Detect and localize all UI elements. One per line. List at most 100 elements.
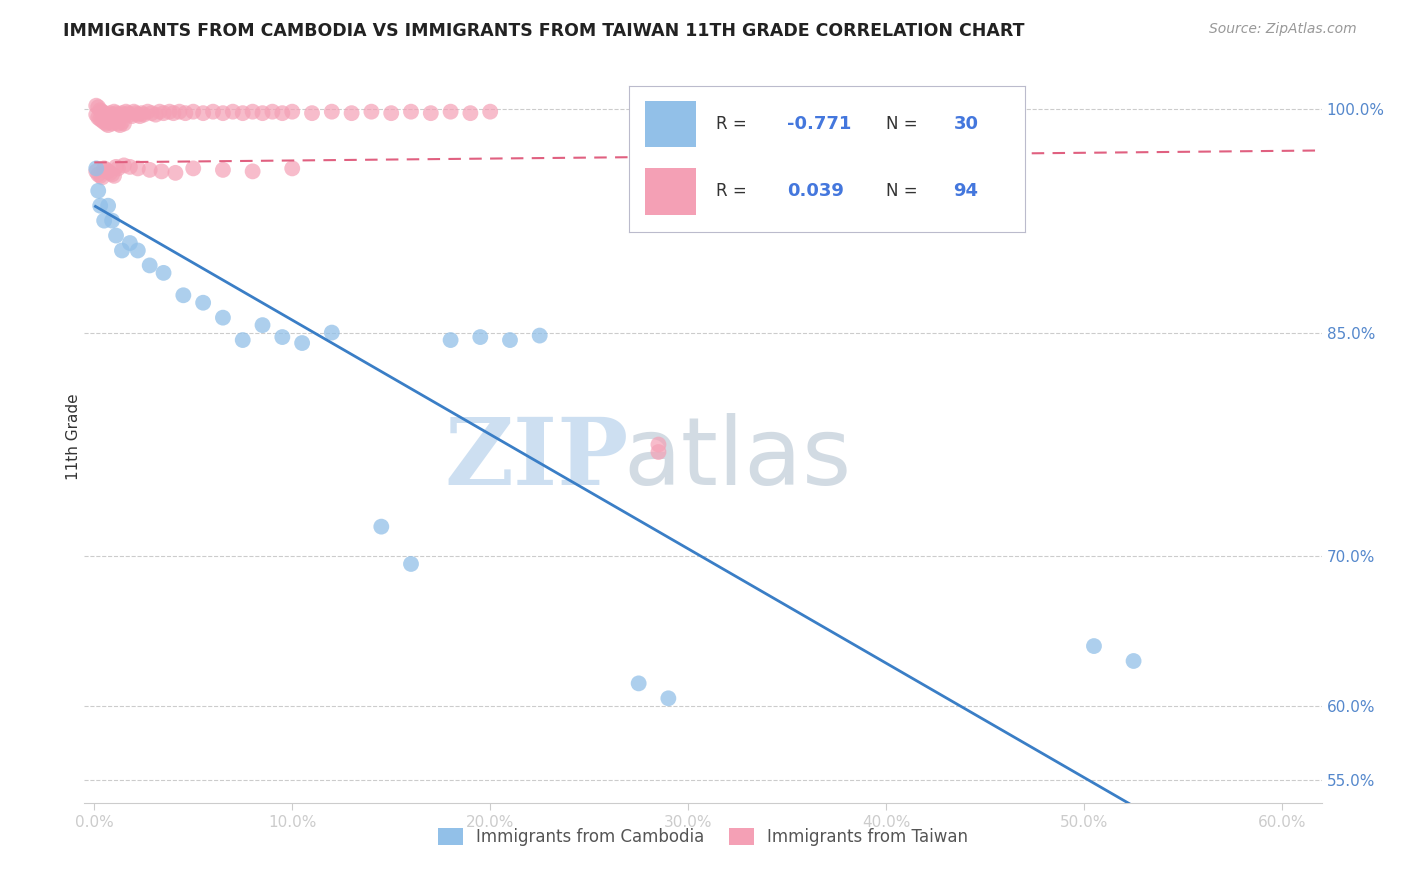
Text: atlas: atlas bbox=[623, 413, 852, 505]
Point bbox=[181, 161, 204, 176]
Point bbox=[101, 213, 124, 227]
Point bbox=[125, 106, 148, 120]
Point bbox=[132, 108, 155, 122]
Point bbox=[111, 115, 134, 129]
Point bbox=[103, 169, 125, 183]
Point bbox=[169, 104, 191, 119]
Point bbox=[232, 333, 254, 347]
Text: Source: ZipAtlas.com: Source: ZipAtlas.com bbox=[1209, 22, 1357, 37]
Point bbox=[94, 108, 117, 122]
Point bbox=[101, 117, 124, 131]
Point bbox=[117, 106, 139, 120]
Point bbox=[93, 106, 115, 120]
Point bbox=[91, 104, 114, 119]
Point bbox=[97, 164, 120, 178]
Point bbox=[105, 160, 128, 174]
Point bbox=[87, 167, 110, 181]
Point bbox=[242, 104, 264, 119]
Point bbox=[121, 109, 143, 123]
Point bbox=[136, 104, 159, 119]
Point bbox=[118, 108, 141, 122]
Point bbox=[165, 166, 187, 180]
Point bbox=[252, 106, 274, 120]
Point bbox=[340, 106, 363, 120]
Point bbox=[112, 117, 135, 131]
Point bbox=[399, 557, 422, 571]
Point bbox=[439, 104, 461, 119]
Point bbox=[172, 288, 194, 302]
Point bbox=[271, 330, 294, 344]
Point bbox=[91, 170, 114, 185]
Point bbox=[657, 691, 679, 706]
Point bbox=[499, 333, 522, 347]
Point bbox=[107, 117, 129, 131]
Point bbox=[105, 106, 128, 120]
Point bbox=[1122, 654, 1144, 668]
Point bbox=[419, 106, 441, 120]
Point bbox=[122, 104, 145, 119]
Point bbox=[301, 106, 323, 120]
Point bbox=[84, 108, 107, 122]
Point bbox=[94, 117, 117, 131]
Point bbox=[212, 162, 235, 177]
Point bbox=[97, 199, 120, 213]
Point bbox=[271, 106, 294, 120]
Point bbox=[97, 118, 120, 132]
Point bbox=[321, 326, 343, 340]
Point bbox=[141, 106, 163, 120]
Point bbox=[98, 166, 121, 180]
Point bbox=[108, 118, 131, 132]
Point bbox=[98, 106, 121, 120]
Point bbox=[97, 109, 120, 123]
Legend: Immigrants from Cambodia, Immigrants from Taiwan: Immigrants from Cambodia, Immigrants fro… bbox=[430, 822, 976, 853]
Point bbox=[1083, 639, 1105, 653]
Point bbox=[84, 161, 107, 176]
Point bbox=[529, 328, 551, 343]
Point bbox=[399, 104, 422, 119]
Point bbox=[281, 161, 304, 176]
Text: ZIP: ZIP bbox=[444, 414, 628, 504]
Y-axis label: 11th Grade: 11th Grade bbox=[66, 393, 80, 481]
Point bbox=[138, 162, 160, 177]
Point bbox=[111, 106, 134, 120]
Point bbox=[242, 164, 264, 178]
Point bbox=[89, 199, 111, 213]
Point bbox=[145, 108, 167, 122]
Point bbox=[94, 162, 117, 177]
Point bbox=[181, 104, 204, 119]
Point bbox=[174, 106, 197, 120]
Point bbox=[105, 115, 128, 129]
Point bbox=[138, 259, 160, 273]
Point bbox=[103, 113, 125, 128]
Point bbox=[281, 104, 304, 119]
Point bbox=[108, 109, 131, 123]
Point bbox=[103, 104, 125, 119]
Point bbox=[93, 115, 115, 129]
Point bbox=[89, 103, 111, 118]
Point bbox=[127, 244, 149, 258]
Point bbox=[159, 104, 181, 119]
Point bbox=[89, 169, 111, 183]
Point bbox=[107, 161, 129, 176]
Point bbox=[111, 244, 134, 258]
Point bbox=[191, 295, 214, 310]
Point bbox=[380, 106, 402, 120]
Point bbox=[128, 109, 150, 123]
Point bbox=[127, 161, 149, 176]
Point bbox=[149, 104, 172, 119]
Point bbox=[370, 519, 392, 533]
Point bbox=[191, 106, 214, 120]
Point bbox=[101, 167, 124, 181]
Point bbox=[439, 333, 461, 347]
Point bbox=[470, 330, 492, 344]
Point bbox=[127, 108, 149, 122]
Text: IMMIGRANTS FROM CAMBODIA VS IMMIGRANTS FROM TAIWAN 11TH GRADE CORRELATION CHART: IMMIGRANTS FROM CAMBODIA VS IMMIGRANTS F… bbox=[63, 22, 1025, 40]
Point bbox=[112, 158, 135, 172]
Point bbox=[115, 104, 138, 119]
Point bbox=[101, 108, 124, 122]
Point bbox=[479, 104, 502, 119]
Point bbox=[105, 228, 128, 243]
Point bbox=[87, 111, 110, 125]
Point bbox=[118, 160, 141, 174]
Point bbox=[212, 310, 235, 325]
